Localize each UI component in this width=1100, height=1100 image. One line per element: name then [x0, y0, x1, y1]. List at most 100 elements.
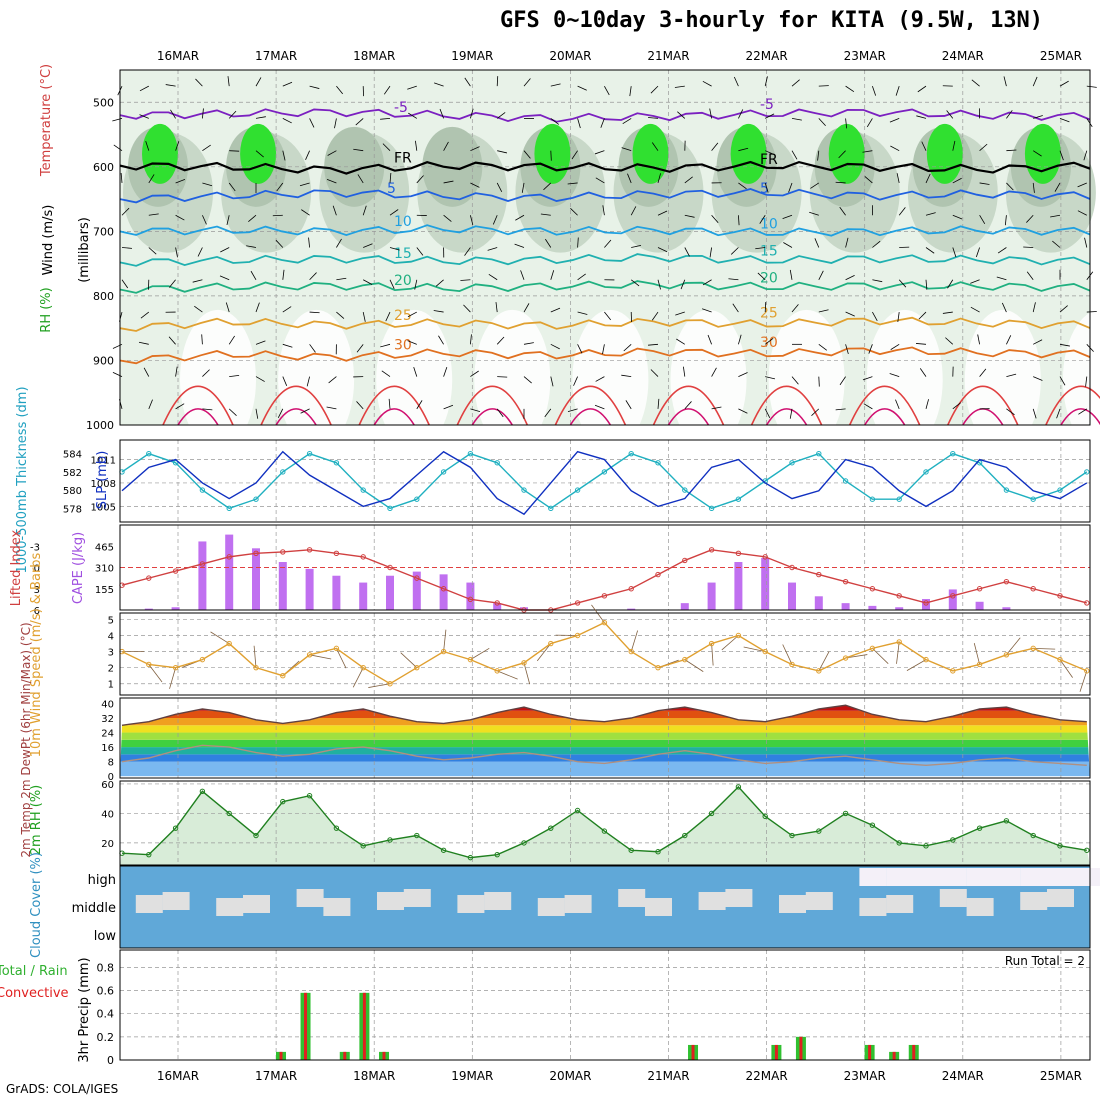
wind-barb — [408, 112, 418, 119]
wind-barb — [977, 334, 980, 345]
wind-barb — [202, 144, 211, 152]
temp-frame — [119, 697, 1091, 779]
precip-tick: 0 — [107, 1054, 114, 1067]
wind-barb — [979, 182, 990, 185]
cloud-high — [1047, 868, 1074, 886]
legend-total-rain: Total / Rain — [0, 964, 68, 979]
lifted-index-point — [440, 586, 447, 592]
wind-speed-point — [467, 656, 474, 663]
wind-barb — [202, 408, 213, 411]
wind-barb — [194, 305, 203, 313]
lifted-index-point — [816, 571, 822, 578]
wind-barb — [336, 277, 347, 281]
date-label-bottom: 23MAR — [844, 1069, 886, 1083]
isotherm--5 — [119, 108, 1091, 123]
wind-barb — [567, 408, 578, 413]
wind-barb-10m — [743, 646, 766, 652]
wind-speed-point — [199, 656, 206, 663]
wind-barb — [416, 400, 423, 410]
wind-barb — [496, 336, 505, 345]
wind-barb — [1059, 150, 1064, 161]
wind-barb — [738, 408, 748, 414]
wind-barb — [571, 150, 578, 160]
cape-bar — [225, 534, 234, 610]
wind-barb — [866, 118, 873, 128]
wind-barb — [443, 367, 448, 377]
wind-barb — [602, 344, 605, 355]
wind-barb — [791, 304, 799, 313]
rh2m-point — [333, 825, 340, 831]
isotherm-hot — [765, 408, 808, 426]
wind-barb — [862, 150, 873, 153]
wind-barb — [497, 150, 508, 154]
rh2m-point — [440, 847, 447, 853]
wind-barb — [1059, 343, 1070, 347]
wind-barb — [523, 303, 530, 313]
wind-barb-10m — [253, 645, 257, 668]
wind-barb — [192, 279, 203, 283]
wind-barb — [757, 272, 766, 281]
wind-speed-point — [816, 668, 822, 674]
wind-barb — [460, 279, 471, 281]
wind-barb — [1084, 237, 1088, 248]
wind-barb-10m — [443, 629, 447, 652]
wind-barb — [764, 337, 774, 345]
wind-barb — [765, 150, 775, 155]
wind-barb — [890, 343, 900, 350]
wind-barb — [380, 118, 391, 120]
date-label-bottom: 16MAR — [157, 1069, 199, 1083]
wind-barb — [814, 238, 820, 248]
wind-barb — [947, 279, 954, 289]
cloud-middle — [779, 895, 806, 913]
wind-barb — [328, 376, 337, 384]
rh-dry-area — [278, 309, 355, 450]
wind-barb — [764, 302, 767, 313]
wind-barb — [1050, 214, 1061, 218]
thickness-point — [199, 487, 206, 493]
lifted-index-point — [226, 554, 232, 560]
wind-barb-10m — [630, 630, 639, 652]
wind-barb — [889, 118, 900, 123]
isotherm-10 — [119, 224, 1091, 237]
lifted-index-point — [414, 575, 420, 581]
wind-barb — [195, 78, 203, 87]
wind-barb — [145, 141, 150, 151]
wind-barb — [275, 239, 284, 248]
wind-barb — [845, 311, 855, 317]
wind-barb — [272, 214, 283, 217]
thickness-point — [1057, 487, 1063, 493]
wind-barb — [332, 205, 337, 216]
wind-barb — [711, 214, 719, 224]
cloud-middle — [216, 898, 244, 916]
wind-barb — [228, 182, 236, 192]
cloud-middle — [725, 889, 753, 907]
precip-convective-bar — [691, 1044, 695, 1060]
wind-barb — [416, 247, 424, 256]
wind-barb — [711, 367, 717, 377]
wind-barb — [1059, 118, 1070, 123]
rh2m-line — [121, 785, 1087, 859]
isotherm-hot — [569, 408, 612, 426]
wind-barb — [336, 238, 342, 248]
isotherm-hot — [667, 408, 710, 426]
cloud-middle — [135, 895, 163, 913]
wind-barb — [835, 181, 846, 184]
wind-barb-10m — [536, 643, 552, 662]
wind-speed-point — [548, 640, 554, 647]
rh-area — [926, 123, 963, 184]
isotherm-hot — [750, 385, 823, 426]
wind-barb — [255, 376, 265, 382]
wind-barb — [326, 178, 337, 184]
cloud-middle — [859, 898, 887, 916]
wind-speed-point — [708, 640, 715, 647]
wind-barb — [702, 80, 712, 87]
rh2m-point — [601, 828, 608, 834]
wind-barb — [443, 180, 454, 184]
lifted-index-point — [789, 564, 795, 571]
rh2m-point — [574, 807, 581, 814]
wind-barb — [788, 182, 793, 193]
wind-barb — [711, 406, 722, 410]
wind-barb — [523, 376, 532, 384]
wind-barb — [970, 306, 980, 313]
wind-barb — [496, 112, 506, 119]
